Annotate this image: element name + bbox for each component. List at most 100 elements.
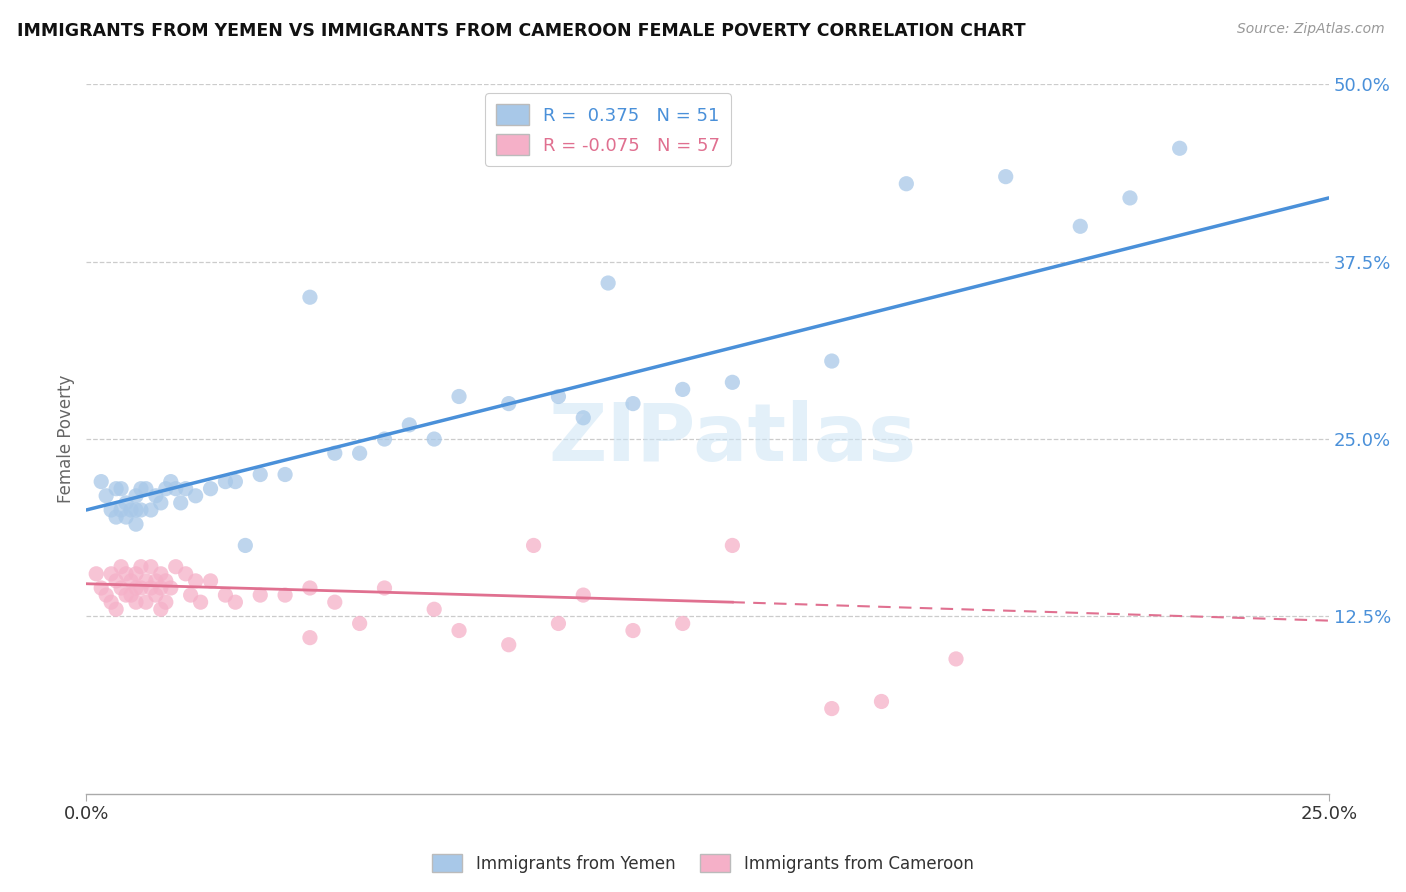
Point bbox=[423, 602, 446, 616]
Point bbox=[672, 383, 695, 397]
Point bbox=[200, 482, 222, 496]
Point bbox=[84, 566, 107, 581]
Point bbox=[298, 290, 321, 304]
Point bbox=[139, 559, 162, 574]
Point bbox=[125, 581, 148, 595]
Point bbox=[498, 396, 520, 410]
Point bbox=[598, 276, 620, 290]
Point bbox=[274, 467, 297, 482]
Point bbox=[159, 581, 181, 595]
Point bbox=[135, 482, 157, 496]
Point bbox=[896, 177, 918, 191]
Point bbox=[249, 467, 271, 482]
Point bbox=[155, 482, 177, 496]
Point bbox=[1168, 141, 1191, 155]
Point bbox=[129, 581, 152, 595]
Point bbox=[110, 559, 132, 574]
Point bbox=[90, 475, 112, 489]
Point bbox=[105, 510, 128, 524]
Point bbox=[214, 475, 236, 489]
Point bbox=[994, 169, 1017, 184]
Point bbox=[115, 496, 138, 510]
Point bbox=[349, 446, 371, 460]
Point bbox=[274, 588, 297, 602]
Point bbox=[298, 631, 321, 645]
Point bbox=[110, 581, 132, 595]
Point bbox=[547, 616, 569, 631]
Point bbox=[170, 496, 193, 510]
Point bbox=[547, 390, 569, 404]
Point bbox=[233, 538, 256, 552]
Point bbox=[672, 616, 695, 631]
Point bbox=[105, 602, 128, 616]
Point bbox=[135, 595, 157, 609]
Point bbox=[945, 652, 967, 666]
Point bbox=[120, 574, 142, 588]
Point bbox=[96, 489, 118, 503]
Point bbox=[184, 489, 207, 503]
Point bbox=[90, 581, 112, 595]
Point bbox=[165, 482, 187, 496]
Point bbox=[214, 588, 236, 602]
Point bbox=[149, 581, 172, 595]
Point bbox=[498, 638, 520, 652]
Point bbox=[174, 482, 197, 496]
Point bbox=[323, 595, 346, 609]
Point bbox=[139, 503, 162, 517]
Point bbox=[96, 588, 118, 602]
Point bbox=[129, 503, 152, 517]
Point bbox=[621, 396, 644, 410]
Point bbox=[373, 581, 395, 595]
Point bbox=[621, 624, 644, 638]
Point bbox=[180, 588, 202, 602]
Point bbox=[174, 566, 197, 581]
Point bbox=[721, 538, 744, 552]
Point bbox=[572, 410, 595, 425]
Point bbox=[398, 417, 420, 432]
Point bbox=[105, 574, 128, 588]
Point bbox=[125, 503, 148, 517]
Point bbox=[145, 588, 167, 602]
Point bbox=[125, 489, 148, 503]
Point bbox=[105, 482, 128, 496]
Point bbox=[821, 354, 844, 368]
Text: IMMIGRANTS FROM YEMEN VS IMMIGRANTS FROM CAMEROON FEMALE POVERTY CORRELATION CHA: IMMIGRANTS FROM YEMEN VS IMMIGRANTS FROM… bbox=[17, 22, 1025, 40]
Point bbox=[165, 559, 187, 574]
Point bbox=[249, 588, 271, 602]
Point bbox=[224, 475, 246, 489]
Point bbox=[100, 566, 122, 581]
Point bbox=[115, 588, 138, 602]
Point bbox=[721, 376, 744, 390]
Legend: Immigrants from Yemen, Immigrants from Cameroon: Immigrants from Yemen, Immigrants from C… bbox=[426, 847, 980, 880]
Point bbox=[323, 446, 346, 460]
Point bbox=[821, 701, 844, 715]
Point bbox=[120, 503, 142, 517]
Point bbox=[139, 581, 162, 595]
Point bbox=[149, 496, 172, 510]
Point bbox=[447, 390, 470, 404]
Point bbox=[184, 574, 207, 588]
Y-axis label: Female Poverty: Female Poverty bbox=[58, 375, 75, 503]
Point bbox=[447, 624, 470, 638]
Point bbox=[1069, 219, 1091, 234]
Point bbox=[373, 432, 395, 446]
Point bbox=[224, 595, 246, 609]
Point bbox=[125, 517, 148, 532]
Point bbox=[349, 616, 371, 631]
Point bbox=[145, 574, 167, 588]
Point bbox=[572, 588, 595, 602]
Point bbox=[120, 588, 142, 602]
Point bbox=[129, 482, 152, 496]
Legend: R =  0.375   N = 51, R = -0.075   N = 57: R = 0.375 N = 51, R = -0.075 N = 57 bbox=[485, 94, 731, 166]
Point bbox=[149, 566, 172, 581]
Point bbox=[115, 510, 138, 524]
Point bbox=[115, 566, 138, 581]
Point bbox=[100, 595, 122, 609]
Point bbox=[125, 595, 148, 609]
Text: Source: ZipAtlas.com: Source: ZipAtlas.com bbox=[1237, 22, 1385, 37]
Point bbox=[155, 595, 177, 609]
Point bbox=[423, 432, 446, 446]
Point bbox=[298, 581, 321, 595]
Point bbox=[200, 574, 222, 588]
Point bbox=[110, 503, 132, 517]
